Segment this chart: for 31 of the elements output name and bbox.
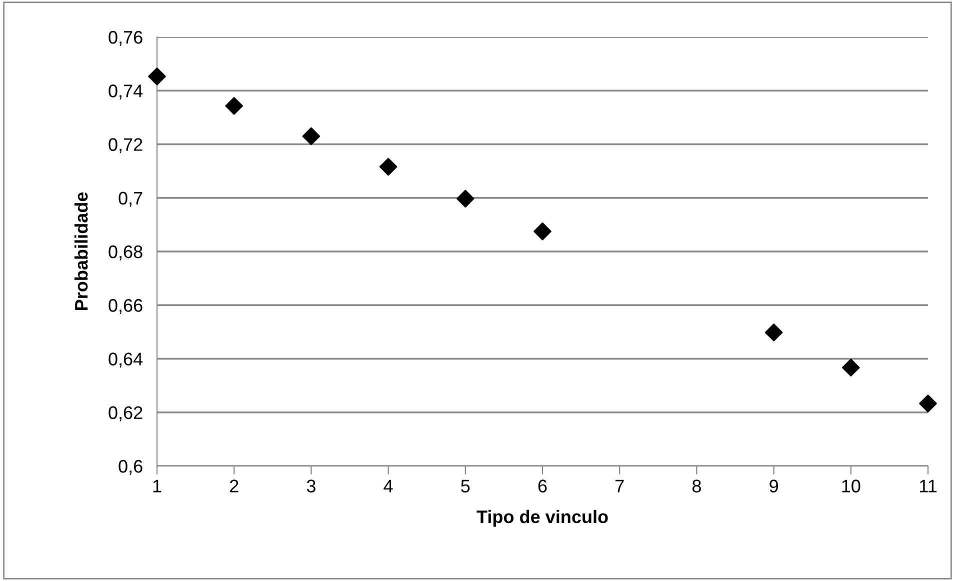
y-tick-label: 0,68	[108, 245, 142, 260]
x-tick-label: 1	[153, 480, 162, 492]
point	[148, 68, 166, 86]
point	[225, 96, 244, 115]
y-tick-label: 0,64	[108, 352, 143, 368]
point	[764, 324, 783, 342]
y-axis-title: Probabilidade	[74, 192, 88, 310]
point	[919, 394, 937, 412]
x-tick-label: 5	[461, 480, 470, 492]
x-tick-label: 6	[538, 480, 547, 492]
point	[379, 158, 398, 176]
x-tick-label: 8	[692, 480, 701, 492]
point	[302, 127, 320, 146]
point	[842, 358, 860, 377]
x-axis-title: Tipo de vinculo	[476, 510, 608, 527]
x-tick-label: 7	[616, 480, 624, 492]
y-tick-label: 0,72	[108, 138, 142, 154]
y-tick-label: 0,62	[108, 406, 142, 422]
x-tick-label: 3	[306, 480, 316, 492]
x-tick-label: 11	[920, 480, 936, 492]
x-tick-label: 2	[230, 480, 238, 492]
y-tick-label: 0,7	[118, 192, 142, 207]
y-tick-label: 0,6	[118, 460, 142, 475]
x-tick-label: 4	[384, 480, 393, 492]
x-tick-label: 10	[842, 480, 860, 492]
x-tick-label: 9	[770, 480, 778, 492]
point	[456, 190, 474, 208]
y-tick-label: 0,66	[108, 299, 142, 314]
y-tick-label: 0,76	[108, 30, 142, 46]
point	[534, 222, 552, 240]
y-tick-label: 0,74	[108, 84, 143, 100]
